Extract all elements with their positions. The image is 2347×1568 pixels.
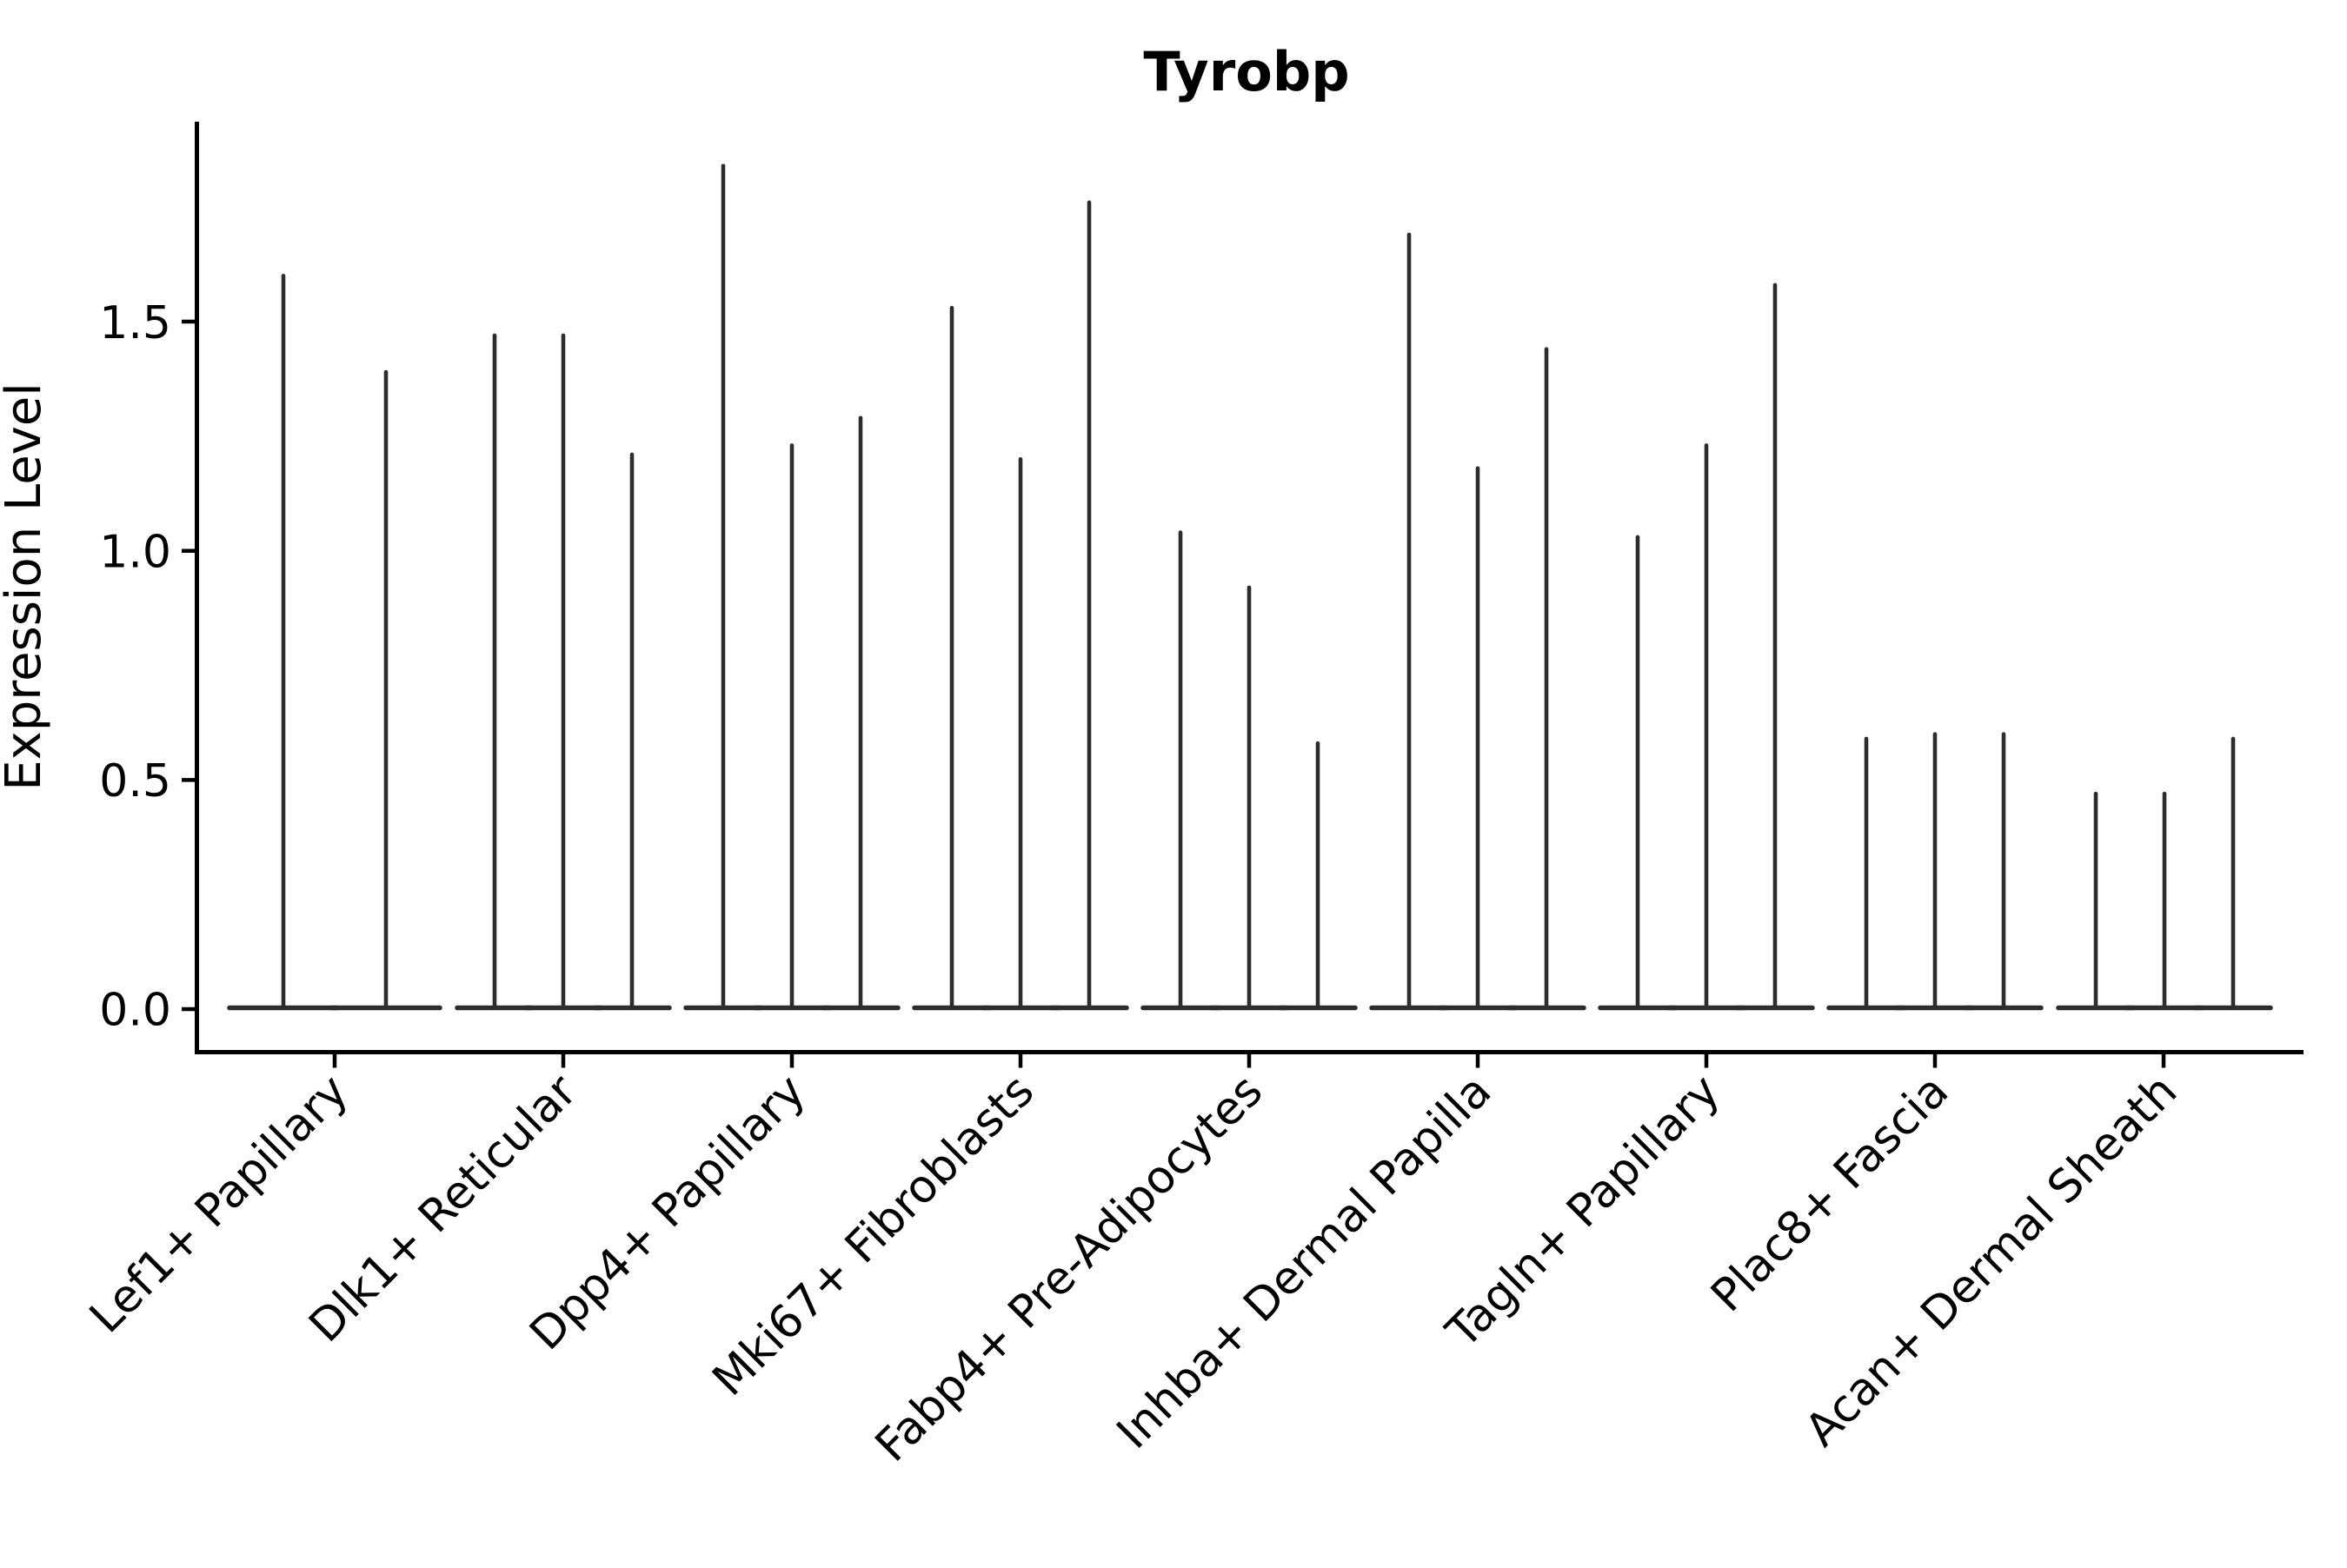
y-tick-label: 1.5 bbox=[99, 297, 171, 349]
y-tick-label: 0.5 bbox=[99, 755, 171, 807]
y-tick-label: 1.0 bbox=[99, 526, 171, 578]
violin-layer bbox=[227, 163, 2273, 1011]
y-axis-label: Expression Level bbox=[0, 382, 52, 791]
x-tick-label: Fabp4+ Pre-Adipocytes bbox=[866, 1065, 1273, 1472]
y-tick-label: 0.0 bbox=[99, 985, 171, 1037]
chart-title: Tyrobp bbox=[1143, 40, 1349, 103]
x-tick-label: Acan+ Dermal Sheath bbox=[1796, 1065, 2188, 1457]
x-tick-label: Inhba+ Dermal Papilla bbox=[1107, 1065, 1501, 1458]
x-tick-label: Plac8+ Fascia bbox=[1701, 1065, 1958, 1322]
